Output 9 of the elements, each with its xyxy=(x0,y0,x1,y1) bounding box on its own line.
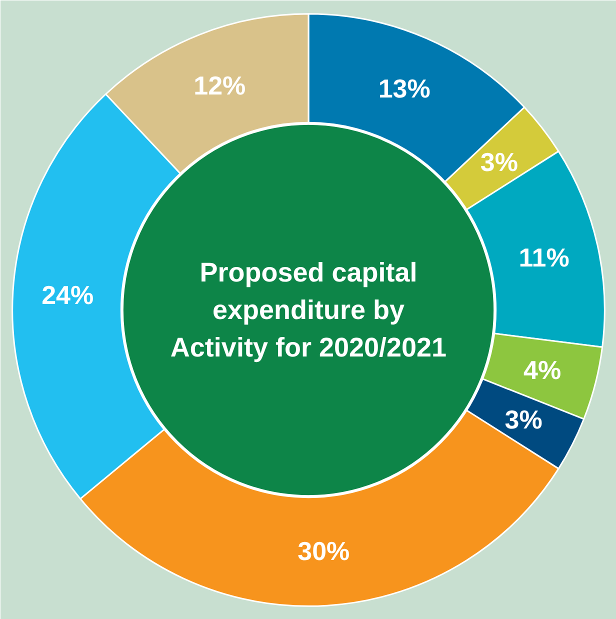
data-label: 4% xyxy=(523,355,562,386)
data-label: 24% xyxy=(42,280,94,310)
text: Proposed capital expenditure by Activity for 2020/2021 xyxy=(170,258,447,362)
data-label: 12% xyxy=(194,70,246,101)
data-label: 13% xyxy=(378,73,430,104)
data-label: 30% xyxy=(298,536,350,566)
data-label: 3% xyxy=(480,147,518,178)
data-label: 3% xyxy=(504,404,542,435)
data-label: 11% xyxy=(518,242,570,272)
